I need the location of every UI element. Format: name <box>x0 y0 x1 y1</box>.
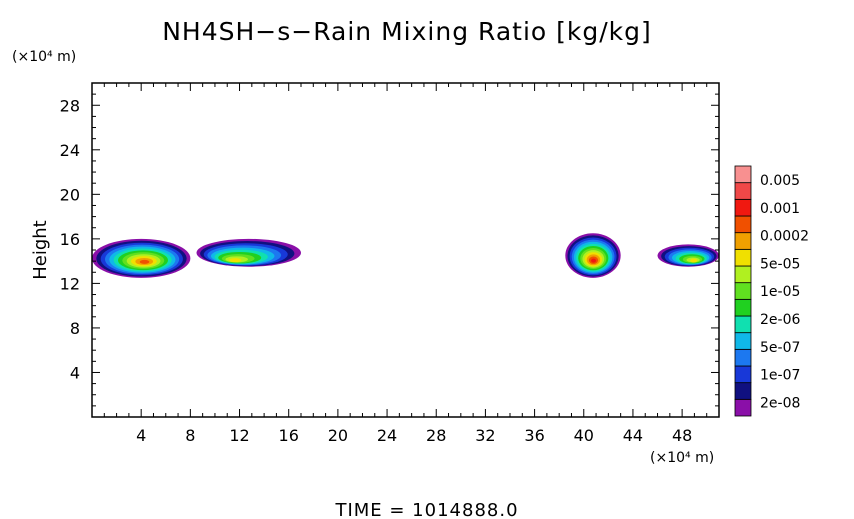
x-tick-label: 48 <box>672 426 692 445</box>
colorbar: 0.005 0.001 0.0002 5e-05 1e-05 2e-06 5e-07 1e-0… <box>734 165 809 417</box>
x-axis: 4 8 12 16 20 24 28 32 36 40 44 48 <box>103 83 708 445</box>
x-tick-label: 32 <box>475 426 495 445</box>
colorbar-label: 1e-07 <box>760 368 800 384</box>
colorbar-swatch <box>734 315 752 334</box>
x-tick-label: 40 <box>574 426 594 445</box>
x-tick-label: 16 <box>279 426 299 445</box>
contour-level <box>139 259 150 264</box>
x-tick-label: 12 <box>229 426 249 445</box>
colorbar-swatch <box>734 182 752 200</box>
colorbar-swatch <box>734 398 752 417</box>
plot-frame <box>91 82 720 418</box>
x-tick-label: 44 <box>623 426 643 445</box>
y-tick-label: 20 <box>60 185 80 204</box>
x-unit-label: (×10⁴ m) <box>650 450 714 466</box>
x-tick-label: 36 <box>524 426 544 445</box>
colorbar-swatch <box>734 165 752 184</box>
colorbar-label: 2e-06 <box>760 312 800 328</box>
colorbar-label: 0.005 <box>760 173 800 189</box>
y-tick-label: 24 <box>60 141 80 160</box>
contour-level <box>591 258 597 263</box>
cloud-core <box>565 233 621 278</box>
colorbar-swatch <box>734 232 752 250</box>
colorbar-swatch <box>734 248 752 267</box>
y-tick-label: 8 <box>70 319 80 338</box>
colorbar-swatch <box>734 382 752 400</box>
colorbar-swatch <box>734 265 752 284</box>
contour-level <box>690 258 698 263</box>
colorbar-swatch <box>734 215 752 234</box>
colorbar-label: 5e-05 <box>760 256 800 272</box>
colorbar-label: 0.0002 <box>760 229 809 245</box>
y-tick-label: 12 <box>60 274 80 293</box>
colorbar-label: 0.001 <box>760 201 800 217</box>
colorbar-label: 1e-05 <box>760 284 800 300</box>
x-tick-label: 4 <box>136 426 146 445</box>
x-tick-label: 20 <box>328 426 348 445</box>
y-axis: 4 8 12 16 20 24 28 <box>60 93 719 407</box>
chart-title: NH4SH−s−Rain Mixing Ratio [kg/kg] <box>162 17 652 46</box>
colorbar-swatch <box>734 365 752 384</box>
colorbar-swatch <box>734 282 752 300</box>
y-tick-label: 4 <box>70 363 80 382</box>
y-axis-label: Height <box>30 220 51 280</box>
cloud-west <box>92 238 191 278</box>
cloud-east <box>657 244 719 267</box>
x-tick-label: 28 <box>426 426 446 445</box>
colorbar-swatch <box>734 298 752 317</box>
mixing-ratio-field <box>92 233 719 278</box>
y-tick-label: 28 <box>60 96 80 115</box>
y-tick-label: 16 <box>60 230 80 249</box>
colorbar-swatch <box>734 198 752 217</box>
time-footer: TIME = 1014888.0 <box>334 500 518 519</box>
contour-level <box>229 258 242 263</box>
colorbar-swatch <box>734 332 752 350</box>
colorbar-label: 2e-08 <box>760 395 800 411</box>
x-tick-label: 8 <box>185 426 195 445</box>
colorbar-swatch <box>734 348 752 367</box>
x-tick-label: 24 <box>377 426 397 445</box>
cloud-mid-west <box>196 238 301 267</box>
colorbar-label: 5e-07 <box>760 340 800 356</box>
y-unit-label: (×10⁴ m) <box>12 49 76 65</box>
